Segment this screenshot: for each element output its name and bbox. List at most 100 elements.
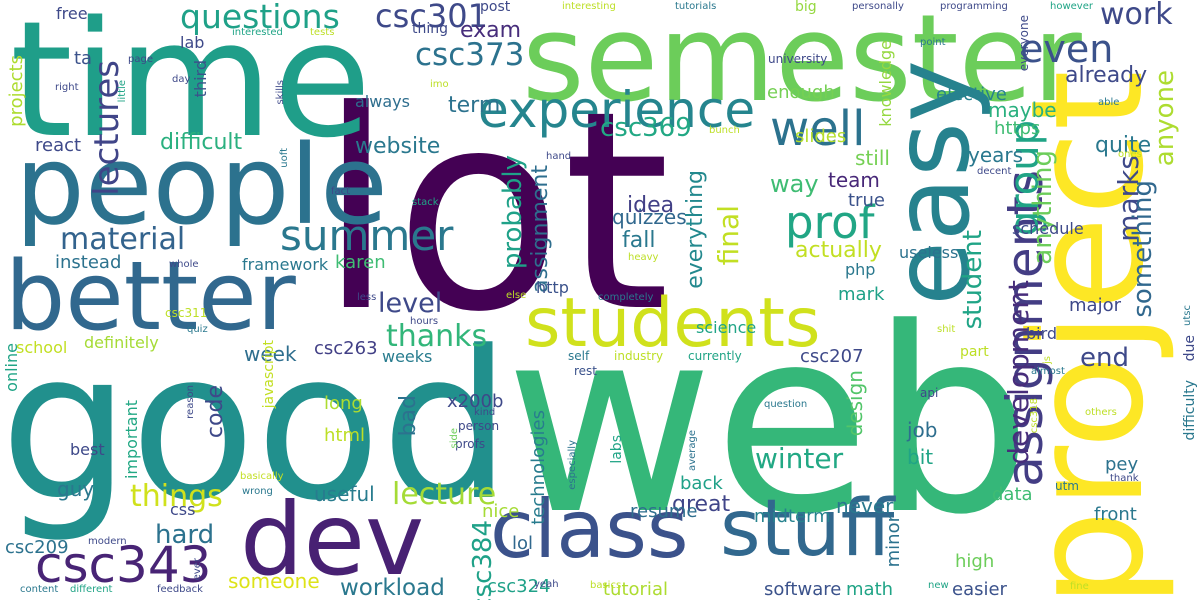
word-fact: fact	[331, 186, 351, 197]
word-quiz: quiz	[187, 324, 208, 335]
word-reason: reason	[185, 385, 196, 419]
word-nice: nice	[482, 501, 520, 522]
word-enough: enough	[767, 82, 835, 103]
word-shit: shit	[937, 324, 956, 335]
word-tutorial: tutorial	[603, 579, 668, 600]
word-self: self	[568, 349, 590, 363]
word-guy: guy	[57, 477, 95, 501]
word-question: question	[764, 399, 808, 410]
word-job: job	[907, 418, 938, 442]
word-utsc: utsc	[1182, 305, 1193, 326]
word-people: people	[15, 121, 388, 249]
word-week: week	[244, 342, 297, 366]
word-big: big	[795, 0, 817, 15]
word-still: still	[855, 146, 890, 170]
word-csc324: csc324	[487, 576, 551, 597]
word-winter: winter	[755, 442, 844, 475]
word-react: react	[35, 135, 82, 156]
word-questions: questions	[180, 0, 340, 36]
word-html: html	[324, 425, 366, 446]
word-right: right	[55, 82, 79, 93]
word-utm: utm	[1055, 479, 1079, 493]
word-high: high	[955, 551, 995, 572]
word-thank: thank	[1110, 473, 1139, 484]
word-else: else	[506, 290, 527, 301]
word-csc301: csc301	[375, 0, 488, 35]
word-currently: currently	[688, 349, 742, 363]
word-rest: rest	[574, 364, 598, 378]
word-already: already	[1065, 63, 1148, 88]
word-thing: thing	[412, 21, 449, 37]
word-way: way	[770, 170, 819, 198]
word-major: major	[1069, 295, 1121, 316]
word-javascript: javascript	[261, 340, 277, 409]
word-lol: lol	[512, 533, 534, 554]
word-great: great	[672, 492, 731, 517]
word-difficulty: difficulty	[1182, 380, 1198, 441]
word-basics: basics	[590, 580, 622, 591]
word-useless: useless	[899, 243, 959, 262]
word-post: post	[480, 0, 511, 15]
word-csc311: csc311	[165, 306, 208, 320]
word-csc209: csc209	[5, 537, 69, 558]
word-probably: probably	[498, 155, 528, 270]
word-elective: elective	[936, 84, 1007, 105]
word-little: little	[117, 80, 128, 103]
word-http: http	[536, 278, 569, 297]
word-experience: experience	[478, 81, 756, 139]
word-things: things	[130, 479, 223, 514]
word-industry: industry	[614, 349, 664, 363]
word-especially: especially	[567, 440, 578, 490]
word-science: science	[696, 318, 757, 337]
word-different: different	[70, 584, 113, 595]
word-lab: lab	[180, 33, 205, 52]
word-csc207: csc207	[800, 346, 864, 367]
word-point: point	[920, 37, 946, 48]
word-lecture: lecture	[392, 477, 497, 512]
word-assignment: assignment	[528, 165, 553, 293]
word-basically: basically	[240, 471, 284, 482]
word-code: code	[203, 385, 228, 439]
word-summer: summer	[280, 211, 454, 260]
word-workload: workload	[340, 575, 445, 600]
word-student: student	[958, 230, 988, 330]
word-midterm: midterm	[754, 506, 831, 527]
word-side: side	[449, 428, 460, 449]
word-material: material	[60, 222, 186, 257]
word-person: person	[458, 419, 500, 433]
word-website: website	[355, 134, 441, 159]
word-ta: ta	[74, 48, 93, 69]
word-class: class	[490, 483, 689, 576]
word-pey: pey	[1105, 454, 1139, 475]
word-whole: whole	[169, 259, 199, 270]
word-day: day	[172, 74, 191, 85]
word-others: others	[1085, 407, 1117, 418]
word-less: less	[357, 292, 377, 303]
word-prof: prof	[785, 196, 875, 249]
word-mark: mark	[838, 284, 885, 305]
word-data: data	[992, 484, 1033, 505]
word-even: even	[1020, 27, 1114, 71]
word-fall: fall	[622, 228, 656, 253]
word-yeah: yeah	[534, 579, 559, 590]
word-wrong: wrong	[242, 486, 273, 497]
word-uoft: uoft	[279, 148, 290, 168]
word-useful: useful	[314, 482, 375, 506]
word-instead: instead	[55, 252, 122, 273]
word-php: php	[845, 260, 876, 279]
word-always: always	[355, 92, 410, 111]
word-bit: bit	[907, 445, 934, 469]
word-team: team	[828, 168, 880, 192]
word-ever: ever	[192, 558, 203, 581]
word-university: university	[768, 52, 828, 66]
word-good: good	[0, 308, 512, 546]
word-ones: ones	[1118, 149, 1142, 160]
word-due: due	[1182, 335, 1198, 362]
word-anything: anything	[1028, 150, 1058, 265]
word-csc369: csc369	[600, 113, 692, 143]
word-csc373: csc373	[415, 37, 525, 73]
word-hand: hand	[546, 151, 572, 162]
word-programming: programming	[940, 1, 1008, 12]
word-csc343: csc343	[35, 536, 212, 594]
